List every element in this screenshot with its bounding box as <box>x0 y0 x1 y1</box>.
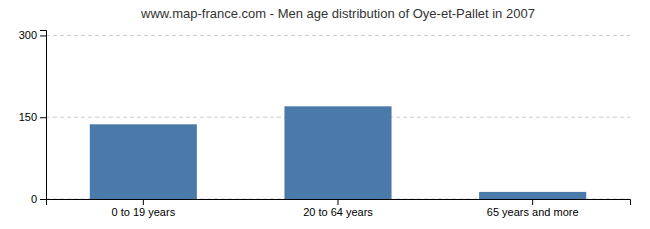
bars <box>90 106 586 199</box>
x-axis-line <box>47 200 631 206</box>
plot-area: 0 150 300 0 to 19 years 20 to 64 years 65 yea… <box>19 29 631 217</box>
y-tick-mark <box>40 199 46 200</box>
y-tick: 0 <box>31 193 46 205</box>
x-tick-mark <box>143 199 144 205</box>
x-tick-label: 65 years and more <box>487 206 579 218</box>
x-tick-label: 20 to 64 years <box>303 206 373 218</box>
y-axis: 0 150 300 <box>19 29 47 205</box>
x-axis: 0 to 19 years 20 to 64 years 65 years and … <box>47 199 631 218</box>
bar <box>90 124 197 199</box>
y-tick-label: 150 <box>19 111 37 123</box>
x-tick: 0 to 19 years <box>112 199 176 218</box>
bar <box>284 106 391 199</box>
y-tick: 300 <box>19 29 46 41</box>
x-tick-mark <box>532 199 533 205</box>
y-axis-line <box>40 31 47 200</box>
y-tick-label: 300 <box>19 29 37 41</box>
x-tick: 65 years and more <box>487 199 579 218</box>
y-tick-mark <box>40 35 46 36</box>
grid <box>46 35 630 199</box>
y-tick: 150 <box>19 111 46 123</box>
x-tick-mark <box>338 199 339 205</box>
chart: 0 150 300 0 to 19 years 20 to 64 years 65 yea… <box>0 0 650 229</box>
bar <box>479 192 586 199</box>
x-tick: 20 to 64 years <box>303 199 373 218</box>
y-tick-label: 0 <box>31 193 37 205</box>
title: www.map-france.com - Men age distributio… <box>140 6 535 21</box>
grid-line <box>46 35 630 36</box>
x-tick-label: 0 to 19 years <box>112 206 176 218</box>
y-tick-mark <box>40 117 46 118</box>
